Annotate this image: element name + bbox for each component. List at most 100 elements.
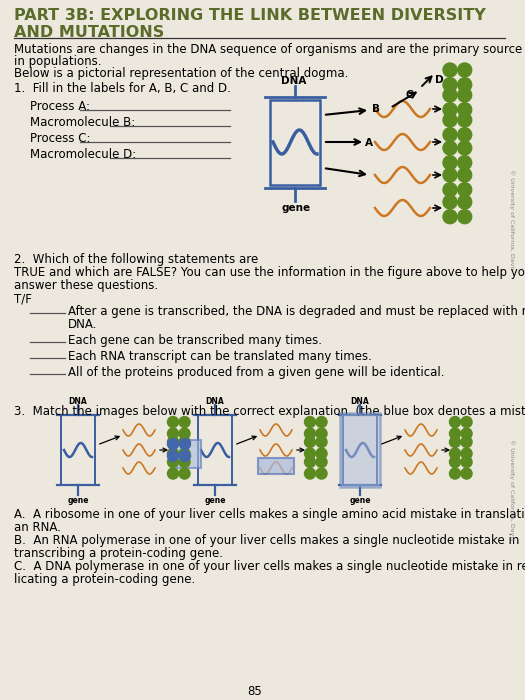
Circle shape xyxy=(167,451,178,461)
Text: Below is a pictorial representation of the central dogma.: Below is a pictorial representation of t… xyxy=(14,67,349,80)
Text: Each RNA transcript can be translated many times.: Each RNA transcript can be translated ma… xyxy=(68,350,372,363)
Circle shape xyxy=(316,437,327,447)
Circle shape xyxy=(443,210,457,224)
Circle shape xyxy=(167,448,178,459)
Circle shape xyxy=(443,141,457,155)
Bar xyxy=(340,413,380,487)
Text: © University of California, Davis: © University of California, Davis xyxy=(509,169,515,271)
Text: Mutations are changes in the DNA sequence of organisms and are the primary sourc: Mutations are changes in the DNA sequenc… xyxy=(14,43,525,56)
Circle shape xyxy=(443,183,457,197)
Bar xyxy=(198,415,232,485)
Circle shape xyxy=(179,448,190,459)
Circle shape xyxy=(179,416,190,428)
Circle shape xyxy=(443,155,457,169)
Bar xyxy=(61,415,95,485)
Circle shape xyxy=(449,468,460,479)
Bar xyxy=(171,440,201,468)
Circle shape xyxy=(167,428,178,439)
Circle shape xyxy=(167,456,178,468)
Circle shape xyxy=(167,438,178,449)
Circle shape xyxy=(461,416,472,428)
Circle shape xyxy=(167,468,178,479)
Circle shape xyxy=(179,456,190,468)
Text: AND MUTATIONS: AND MUTATIONS xyxy=(14,25,164,40)
Circle shape xyxy=(449,428,460,439)
Circle shape xyxy=(179,437,190,447)
Circle shape xyxy=(179,428,190,439)
Text: gene: gene xyxy=(350,496,372,505)
Text: PART 3B: EXPLORING THE LINK BETWEEN DIVERSITY: PART 3B: EXPLORING THE LINK BETWEEN DIVE… xyxy=(14,8,486,23)
Circle shape xyxy=(167,416,178,428)
Text: 3.  Match the images below with the correct explanation. (the blue box denotes a: 3. Match the images below with the corre… xyxy=(14,405,525,418)
Circle shape xyxy=(458,127,471,141)
Circle shape xyxy=(180,451,191,461)
Text: TRUE and which are FALSE? You can use the information in the figure above to hel: TRUE and which are FALSE? You can use th… xyxy=(14,266,525,279)
Text: gene: gene xyxy=(68,496,89,505)
Text: T/F: T/F xyxy=(14,292,32,305)
Text: After a gene is transcribed, the DNA is degraded and must be replaced with new: After a gene is transcribed, the DNA is … xyxy=(68,305,525,318)
Circle shape xyxy=(316,456,327,468)
Circle shape xyxy=(458,141,471,155)
Circle shape xyxy=(443,78,457,92)
Text: 85: 85 xyxy=(248,685,262,698)
Text: DNA: DNA xyxy=(68,397,87,406)
Circle shape xyxy=(458,113,471,127)
Circle shape xyxy=(443,103,457,117)
Text: DNA: DNA xyxy=(205,397,224,406)
Text: in populations.: in populations. xyxy=(14,55,101,68)
Circle shape xyxy=(304,428,316,439)
Circle shape xyxy=(443,195,457,209)
Text: D: D xyxy=(435,75,444,85)
Circle shape xyxy=(458,183,471,197)
Circle shape xyxy=(458,103,471,117)
Circle shape xyxy=(461,428,472,439)
Circle shape xyxy=(449,456,460,468)
Circle shape xyxy=(443,88,457,102)
Circle shape xyxy=(304,416,316,428)
Circle shape xyxy=(461,448,472,459)
Text: A: A xyxy=(365,138,373,148)
Text: Process C:: Process C: xyxy=(30,132,90,145)
Circle shape xyxy=(304,468,316,479)
Circle shape xyxy=(316,468,327,479)
Text: 2.  Which of the following statements are: 2. Which of the following statements are xyxy=(14,253,258,266)
Circle shape xyxy=(449,437,460,447)
Text: 1.  Fill in the labels for A, B, C and D.: 1. Fill in the labels for A, B, C and D. xyxy=(14,82,231,95)
Text: transcribing a protein-coding gene.: transcribing a protein-coding gene. xyxy=(14,547,223,560)
Text: C.  A DNA polymerase in one of your liver cells makes a single nucleotide mistak: C. A DNA polymerase in one of your liver… xyxy=(14,560,525,573)
Text: Each gene can be transcribed many times.: Each gene can be transcribed many times. xyxy=(68,334,322,347)
Circle shape xyxy=(461,456,472,468)
Bar xyxy=(343,415,377,485)
Circle shape xyxy=(449,448,460,459)
Circle shape xyxy=(458,63,471,77)
Circle shape xyxy=(304,437,316,447)
Circle shape xyxy=(458,78,471,92)
Text: gene: gene xyxy=(205,496,226,505)
Circle shape xyxy=(304,448,316,459)
Circle shape xyxy=(167,437,178,447)
Circle shape xyxy=(458,88,471,102)
Text: an RNA.: an RNA. xyxy=(14,521,61,534)
Circle shape xyxy=(443,113,457,127)
Circle shape xyxy=(179,468,190,479)
Circle shape xyxy=(443,168,457,182)
Circle shape xyxy=(458,210,471,224)
Circle shape xyxy=(304,456,316,468)
Bar xyxy=(258,458,294,474)
Circle shape xyxy=(461,468,472,479)
Text: Macromolecule D:: Macromolecule D: xyxy=(30,148,136,161)
Text: DNA.: DNA. xyxy=(68,318,97,331)
Circle shape xyxy=(316,428,327,439)
Text: B: B xyxy=(372,104,380,114)
Text: DNA: DNA xyxy=(281,76,307,86)
Circle shape xyxy=(458,155,471,169)
Text: answer these questions.: answer these questions. xyxy=(14,279,158,292)
Circle shape xyxy=(316,416,327,428)
Text: licating a protein-coding gene.: licating a protein-coding gene. xyxy=(14,573,195,586)
Text: © University of California, Davis: © University of California, Davis xyxy=(509,440,515,540)
Text: Process A:: Process A: xyxy=(30,100,90,113)
Text: A.  A ribosome in one of your liver cells makes a single amino acid mistake in t: A. A ribosome in one of your liver cells… xyxy=(14,508,525,521)
Circle shape xyxy=(443,63,457,77)
Text: gene: gene xyxy=(282,203,311,213)
Circle shape xyxy=(180,438,191,449)
